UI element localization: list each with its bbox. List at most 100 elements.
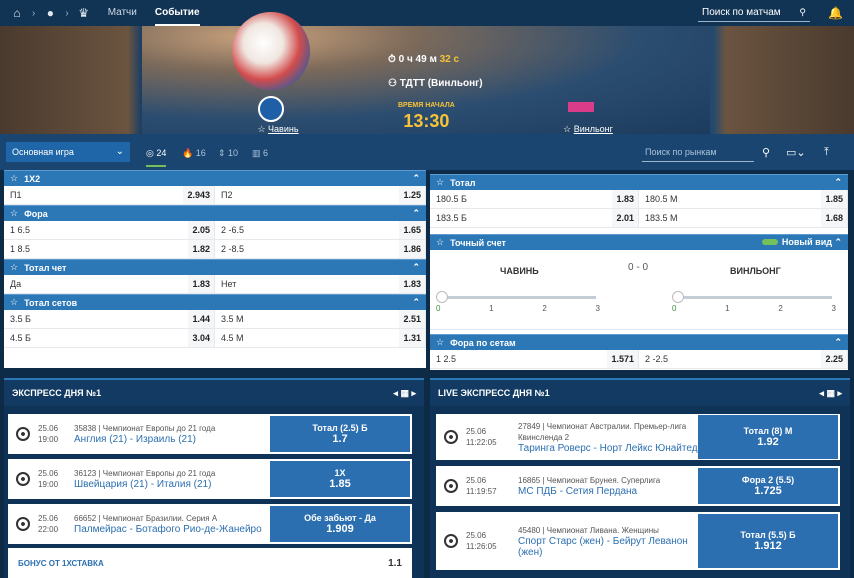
odd-cell[interactable]: 3.5 М 2.51: [215, 310, 426, 328]
calendar-icon[interactable]: ▦: [826, 387, 835, 398]
search-icon[interactable]: ⚲: [762, 147, 771, 159]
odd-cell[interactable]: 183.5 Б 2.01: [430, 209, 639, 227]
chevron-up-icon[interactable]: ⌃: [834, 177, 842, 187]
star-icon[interactable]: ☆: [436, 177, 445, 187]
star-icon[interactable]: ☆: [436, 337, 445, 347]
nav-event[interactable]: Событие: [154, 0, 200, 26]
star-icon[interactable]: ☆: [563, 124, 572, 134]
game-select[interactable]: Основная игра ⌄: [6, 142, 130, 162]
market-row: 180.5 Б 1.83 180.5 М 1.85: [430, 190, 848, 209]
live-express-header: LIVE ЭКСПРЕСС ДНЯ №1 ◂ ▦ ▸: [430, 378, 850, 406]
calendar-icon[interactable]: ▦: [400, 387, 409, 398]
stat-chart-markets[interactable]: ▥ 6: [252, 148, 269, 158]
live-express-match-link[interactable]: Таринга Роверс - Норт Лейкс Юнайтед: [518, 442, 698, 454]
odd-cell[interactable]: Да 1.83: [4, 275, 215, 293]
collapse-icon[interactable]: ⤒: [824, 146, 829, 158]
odd-cell[interactable]: 180.5 М 1.85: [639, 190, 848, 208]
stat-hot-markets[interactable]: 🔥 16: [182, 148, 206, 158]
odd-cell[interactable]: П1 2.943: [4, 186, 215, 204]
nav-matches[interactable]: Матчи: [107, 7, 137, 18]
chevron-up-icon[interactable]: ⌃: [834, 337, 842, 347]
chevron-up-icon[interactable]: ⌃: [412, 173, 420, 183]
market-header-total[interactable]: ☆ Тотал ⌃: [430, 174, 848, 190]
odd-cell[interactable]: 2 -6.5 1.65: [215, 221, 426, 239]
odd-cell[interactable]: 183.5 М 1.68: [639, 209, 848, 227]
sport-ball-icon[interactable]: ●: [46, 6, 54, 20]
odd-cell[interactable]: 2 -2.5 2.25: [639, 350, 848, 368]
odd-cell[interactable]: 1 2.5 1.571: [430, 350, 639, 368]
market-row: 183.5 Б 2.01 183.5 М 1.68: [430, 209, 848, 228]
star-icon[interactable]: ☆: [436, 237, 445, 247]
bonus-value: 1.1: [388, 557, 402, 569]
countdown-timer: ⏱ 0 ч 49 м 32 с: [388, 54, 460, 65]
market-header-handicap[interactable]: ☆ Фора ⌃: [4, 205, 426, 221]
odd-cell[interactable]: 180.5 Б 1.83: [430, 190, 639, 208]
market-search-input[interactable]: [645, 147, 750, 157]
star-icon[interactable]: ☆: [10, 262, 19, 272]
slider-knob[interactable]: [436, 291, 448, 303]
league-title: ⚇ ТДТТ (Винльонг): [388, 78, 483, 89]
odd-cell[interactable]: 1 6.5 2.05: [4, 221, 215, 239]
odd-cell[interactable]: 4.5 М 1.31: [215, 329, 426, 347]
market-header-correct-score[interactable]: ☆ Точный счет Новый вид ⌃: [430, 234, 848, 250]
chevron-right-icon[interactable]: ▸: [411, 387, 416, 398]
bonus-label[interactable]: БОНУС ОТ 1ХСТАВКА: [18, 558, 104, 568]
home-icon[interactable]: ⌂: [13, 6, 21, 20]
express-header: ЭКСПРЕСС ДНЯ №1 ◂ ▦ ▸: [4, 378, 424, 406]
chevron-up-icon[interactable]: ⌃: [412, 262, 420, 272]
market-header-total-even[interactable]: ☆ Тотал чет ⌃: [4, 259, 426, 275]
express-match-link[interactable]: Палмейрас - Ботафого Рио-де-Жанейро: [74, 524, 262, 535]
odd-cell[interactable]: 1 8.5 1.82: [4, 240, 215, 258]
cs-team1: ЧАВИНЬ: [500, 266, 539, 276]
express-match-link[interactable]: Швейцария (21) - Италия (21): [74, 479, 212, 490]
star-icon[interactable]: ☆: [10, 297, 19, 307]
star-icon[interactable]: ☆: [10, 173, 19, 183]
market-row: П1 2.943 П2 1.25: [4, 186, 426, 205]
odd-cell[interactable]: 2 -8.5 1.86: [215, 240, 426, 258]
trophy-icon[interactable]: ♛: [78, 6, 90, 20]
star-icon[interactable]: ☆: [10, 208, 19, 218]
team2-name[interactable]: ☆ Винльонг: [563, 124, 613, 134]
express-odd-button[interactable]: Тотал (2.5) Б 1.7: [270, 416, 410, 452]
live-express-odd-button[interactable]: Тотал (8) М 1.92: [698, 415, 838, 459]
market-toolbar: Основная игра ⌄ ◎ 24 🔥 16 ⇕ 10 ▥ 6 ⚲ ▭⌄ …: [0, 134, 854, 170]
chevron-up-icon[interactable]: ⌃: [834, 237, 842, 247]
chevron-left-icon[interactable]: ◂: [393, 387, 398, 398]
slider-knob[interactable]: [672, 291, 684, 303]
odd-cell[interactable]: П2 1.25: [215, 186, 426, 204]
chevron-left-icon[interactable]: ◂: [819, 387, 824, 398]
toggle-icon[interactable]: [761, 239, 778, 245]
live-express-match-link[interactable]: МС ПДБ - Сетия Пердана: [518, 486, 638, 497]
star-icon[interactable]: ☆: [257, 124, 266, 134]
market-header-set-handicap[interactable]: ☆ Фора по сетам ⌃: [430, 334, 848, 350]
match-search-input[interactable]: [702, 7, 792, 18]
market-header-1x2[interactable]: ☆ 1X2 ⌃: [4, 170, 426, 186]
market-header-total-sets[interactable]: ☆ Тотал сетов ⌃: [4, 294, 426, 310]
live-express-odd-button[interactable]: Фора 2 (5.5) 1.725: [698, 468, 838, 504]
express-odd-button[interactable]: 1X 1.85: [270, 461, 410, 497]
odd-cell[interactable]: 4.5 Б 3.04: [4, 329, 215, 347]
stat-updown-markets[interactable]: ⇕ 10: [218, 148, 239, 158]
football-icon: [444, 479, 458, 493]
live-express-match-link[interactable]: Спорт Старс (жен) - Бейрут Леванон (жен): [518, 535, 688, 558]
layout-columns-icon[interactable]: ▭⌄: [786, 147, 806, 159]
odd-cell[interactable]: Нет 1.83: [215, 275, 426, 293]
search-icon[interactable]: ⚲: [799, 7, 806, 17]
chevron-up-icon[interactable]: ⌃: [412, 297, 420, 307]
express-match-link[interactable]: Англия (21) - Израиль (21): [74, 434, 196, 445]
cs-score: 0 - 0: [628, 262, 649, 273]
live-express-odd-button[interactable]: Тотал (5.5) Б 1.912: [698, 514, 838, 568]
odd-cell[interactable]: 3.5 Б 1.44: [4, 310, 215, 328]
stat-all-markets[interactable]: ◎ 24: [146, 148, 167, 167]
express-row: 25.06 19:00 35838 | Чемпионат Европы до 2…: [8, 414, 412, 454]
new-view-label[interactable]: Новый вид: [781, 237, 832, 247]
live-express-datetime: 25.06 11:19:57: [466, 476, 497, 496]
chevron-up-icon[interactable]: ⌃: [412, 208, 420, 218]
express-odd-button[interactable]: Обе забьют - Да 1.909: [270, 506, 410, 542]
team1-name[interactable]: ☆ Чавинь: [257, 124, 299, 134]
chevron-right-icon[interactable]: ▸: [837, 387, 842, 398]
bell-icon[interactable]: 🔔: [828, 6, 843, 20]
